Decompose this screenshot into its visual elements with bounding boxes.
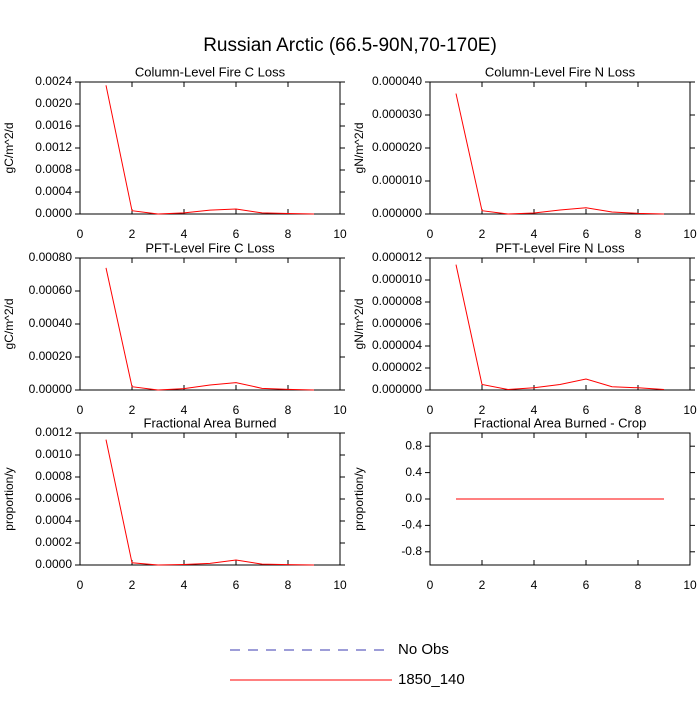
y-tick-label: 0.0008 (35, 162, 72, 176)
x-tick-label: 6 (233, 403, 240, 417)
y-tick-label: 0.0004 (35, 513, 72, 527)
y-tick-label: 0.0012 (35, 140, 72, 154)
y-tick-label: 0.00080 (29, 250, 73, 264)
y-axis-label: gC/m^2/d (2, 123, 16, 174)
y-tick-label: 0.000002 (372, 360, 422, 374)
y-tick-label: 0.0016 (35, 118, 72, 132)
y-tick-label: -0.4 (401, 518, 422, 532)
x-tick-label: 0 (77, 227, 84, 241)
panel-title: PFT-Level Fire C Loss (145, 240, 275, 255)
y-tick-label: 0.0000 (35, 206, 72, 220)
y-tick-label: 0.000000 (372, 206, 422, 220)
y-tick-label: 0.000008 (372, 294, 422, 308)
x-tick-label: 2 (129, 578, 136, 592)
x-tick-label: 8 (285, 578, 292, 592)
panel-title: Column-Level Fire N Loss (485, 64, 636, 79)
y-tick-label: 0.000006 (372, 316, 422, 330)
x-tick-label: 8 (285, 403, 292, 417)
x-tick-label: 8 (635, 578, 642, 592)
y-tick-label: 0.0002 (35, 535, 72, 549)
plot-frame (429, 81, 691, 215)
figure-title: Russian Arctic (66.5-90N,70-170E) (203, 35, 497, 56)
x-tick-label: 4 (181, 403, 188, 417)
series-line (455, 93, 665, 215)
y-tick-label: 0.000012 (372, 250, 422, 264)
y-tick-label: 0.000030 (372, 107, 422, 121)
y-tick-label: 0.000020 (372, 140, 422, 154)
x-tick-label: 6 (583, 578, 590, 592)
y-tick-label: 0.0006 (35, 491, 72, 505)
y-tick-label: 0.0008 (35, 469, 72, 483)
y-tick-label: 0.0 (405, 491, 422, 505)
x-tick-label: 8 (635, 227, 642, 241)
panel-title: Column-Level Fire C Loss (135, 64, 286, 79)
plot-frame (79, 257, 341, 391)
y-tick-label: 0.8 (405, 438, 422, 452)
x-tick-label: 8 (285, 227, 292, 241)
x-tick-label: 10 (683, 403, 697, 417)
y-tick-label: 0.0000 (35, 557, 72, 571)
legend-label: 1850_140 (398, 671, 465, 688)
x-tick-label: 0 (427, 578, 434, 592)
series-line (455, 264, 665, 390)
y-tick-label: 0.0020 (35, 96, 72, 110)
y-tick-label: 0.00060 (29, 283, 73, 297)
x-tick-label: 10 (683, 578, 697, 592)
x-tick-label: 6 (583, 227, 590, 241)
y-tick-label: -0.8 (401, 544, 422, 558)
x-tick-label: 0 (427, 227, 434, 241)
x-tick-label: 2 (479, 403, 486, 417)
x-tick-label: 0 (77, 403, 84, 417)
x-tick-label: 4 (531, 578, 538, 592)
y-axis-label: proportion/y (352, 467, 366, 530)
x-tick-label: 4 (181, 578, 188, 592)
x-tick-label: 4 (531, 227, 538, 241)
y-tick-label: 0.000000 (372, 382, 422, 396)
x-tick-label: 0 (77, 578, 84, 592)
x-tick-label: 6 (583, 403, 590, 417)
y-tick-label: 0.00040 (29, 316, 73, 330)
y-tick-label: 0.000040 (372, 74, 422, 88)
y-tick-label: 0.000010 (372, 173, 422, 187)
y-axis-label: gC/m^2/d (2, 299, 16, 350)
panel-title: PFT-Level Fire N Loss (495, 240, 625, 255)
y-tick-label: 0.000010 (372, 272, 422, 286)
y-tick-label: 0.4 (405, 465, 422, 479)
x-tick-label: 6 (233, 227, 240, 241)
panel-title: Fractional Area Burned - Crop (474, 415, 647, 430)
y-axis-label: gN/m^2/d (352, 299, 366, 350)
x-tick-label: 2 (129, 403, 136, 417)
panel-title: Fractional Area Burned (144, 415, 277, 430)
x-tick-label: 0 (427, 403, 434, 417)
y-tick-label: 0.00000 (29, 382, 73, 396)
y-axis-label: proportion/y (2, 467, 16, 530)
y-tick-label: 0.0010 (35, 447, 72, 461)
x-tick-label: 10 (333, 227, 347, 241)
x-tick-label: 2 (479, 227, 486, 241)
x-tick-label: 2 (479, 578, 486, 592)
y-tick-label: 0.00020 (29, 349, 73, 363)
y-tick-label: 0.0024 (35, 74, 72, 88)
x-tick-label: 10 (333, 403, 347, 417)
x-tick-label: 6 (233, 578, 240, 592)
x-tick-label: 4 (531, 403, 538, 417)
x-tick-label: 10 (683, 227, 697, 241)
series-line (105, 267, 315, 391)
y-tick-label: 0.000004 (372, 338, 422, 352)
x-tick-label: 4 (181, 227, 188, 241)
legend-label: No Obs (398, 641, 449, 658)
y-axis-label: gN/m^2/d (352, 123, 366, 174)
series-line (105, 85, 315, 215)
x-tick-label: 10 (333, 578, 347, 592)
x-tick-label: 2 (129, 227, 136, 241)
y-tick-label: 0.0004 (35, 184, 72, 198)
series-line (105, 439, 315, 566)
y-tick-label: 0.0012 (35, 425, 72, 439)
x-tick-label: 8 (635, 403, 642, 417)
